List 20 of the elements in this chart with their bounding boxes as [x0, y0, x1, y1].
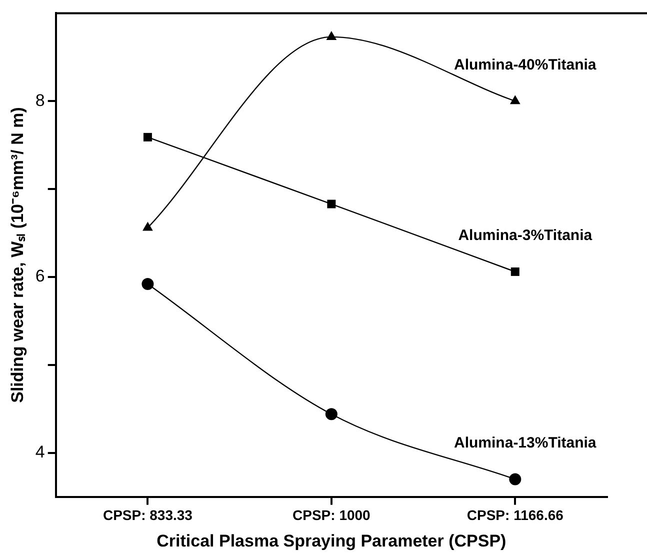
point — [142, 278, 154, 290]
x-tick-label: CPSP: 1166.66 — [466, 507, 564, 524]
y-tick-label: 8 — [35, 90, 45, 110]
series-label: Alumina-3%Titania — [458, 226, 593, 244]
y-tick-label: 6 — [35, 266, 45, 286]
point — [509, 473, 522, 486]
series-label: Alumina-13%Titania — [454, 434, 597, 452]
point — [327, 200, 336, 208]
x-tick-label: CPSP: 833.33 — [102, 507, 193, 524]
point — [510, 95, 520, 104]
x-axis-title: Critical Plasma Spraying Parameter (CPSP) — [156, 531, 506, 550]
point — [143, 132, 152, 142]
series-label: Alumina-40%Titania — [454, 56, 597, 74]
point — [326, 30, 337, 40]
x-tick-label: CPSP: 1000 — [292, 507, 371, 524]
point — [510, 267, 520, 276]
point — [325, 408, 338, 420]
y-axis-title: Sliding wear rate, Wₛₗ (10⁻⁶mm³/ N m) — [8, 107, 27, 403]
point — [142, 222, 153, 231]
y-tick-label: 4 — [35, 442, 45, 462]
